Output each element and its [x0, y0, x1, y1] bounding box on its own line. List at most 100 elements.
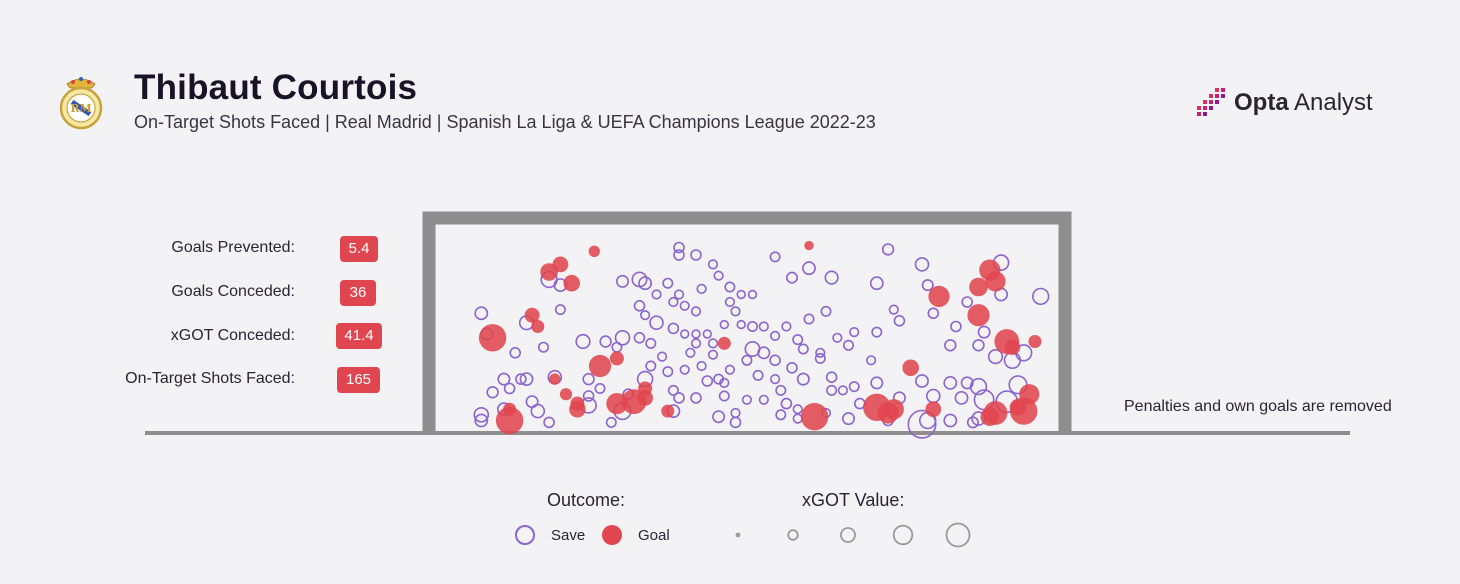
save-shot-marker-1: [881, 243, 895, 256]
goal-shot-marker-7: [967, 304, 990, 327]
save-shot-marker-4: [769, 251, 781, 263]
save-shot-marker-121: [712, 410, 726, 424]
goal-shot-marker-24: [549, 373, 561, 385]
save-shot-marker-29: [690, 306, 702, 317]
save-shot-marker-150: [842, 339, 854, 351]
save-shot-marker-78: [497, 372, 511, 386]
save-shot-marker-149: [814, 352, 826, 364]
save-shot-marker-140: [775, 384, 787, 396]
save-shot-marker-86: [769, 374, 781, 385]
save-shot-marker-103: [673, 392, 685, 404]
save-shot-marker-159: [639, 310, 651, 321]
save-shot-marker-88: [826, 384, 838, 396]
save-shot-marker-137: [582, 390, 595, 402]
save-shot-marker-55: [614, 329, 631, 346]
save-shot-marker-17: [869, 276, 884, 291]
save-shot-marker-57: [645, 337, 657, 349]
save-shot-marker-7: [802, 261, 816, 276]
save-shot-marker-43: [649, 315, 664, 331]
save-shot-marker-151: [871, 326, 883, 338]
save-shot-marker-64: [797, 343, 809, 355]
save-shot-marker-33: [927, 307, 940, 320]
save-shot-marker-113: [954, 390, 969, 405]
save-shot-marker-41: [758, 321, 769, 332]
stat-label-shots-faced: On-Target Shots Faced:: [125, 370, 295, 387]
save-shot-marker-34: [961, 296, 974, 308]
stat-label-goals-conceded: Goals Conceded:: [171, 283, 295, 300]
save-shot-marker-74: [696, 360, 707, 372]
save-shot-marker-28: [679, 300, 690, 311]
save-shot-marker-32: [893, 314, 906, 327]
stat-value-shots-faced: 165: [337, 367, 380, 393]
goal-shot-marker-31: [800, 403, 829, 431]
save-shot-marker-83: [701, 375, 714, 387]
brand-bold-text: Opta: [1234, 89, 1289, 116]
save-shot-marker-63: [769, 354, 781, 367]
goal-shot-marker-3: [563, 274, 580, 292]
save-shot-marker-125: [841, 412, 855, 426]
save-shot-marker-94: [960, 376, 974, 390]
save-shot-marker-92: [915, 374, 929, 388]
goal-shot-marker-23: [503, 402, 517, 416]
save-shot-marker-56: [633, 331, 646, 344]
save-shot-marker-14: [662, 277, 674, 289]
goal-shot-marker-22: [495, 406, 524, 435]
save-shot-marker-30: [820, 305, 832, 317]
save-shot-marker-42: [781, 321, 792, 332]
save-shot-marker-16: [824, 270, 839, 285]
save-shot-marker-49: [792, 334, 804, 346]
save-shot-marker-0: [673, 241, 685, 254]
save-shot-marker-51: [849, 327, 860, 338]
save-shot-marker-20: [638, 276, 652, 291]
opta-logo-icon: [1197, 88, 1225, 116]
save-shot-marker-147: [537, 341, 549, 353]
save-shot-marker-146: [509, 346, 522, 359]
save-shot-marker-112: [925, 388, 941, 404]
goal-shot-marker-9: [969, 277, 988, 297]
save-shot-marker-130: [474, 413, 489, 428]
goal-shot-marker-17: [717, 336, 731, 350]
legend-xgot-size-markers: [735, 522, 971, 548]
xgot-size-marker-0: [735, 532, 741, 538]
save-shot-marker-65: [815, 347, 826, 358]
svg-text:RM: RM: [70, 102, 91, 115]
save-shot-marker-38: [719, 319, 729, 330]
legend-xgot-title: xGOT Value:: [802, 490, 905, 510]
goal-shot-marker-29: [637, 390, 653, 406]
save-shot-marker-54: [599, 335, 612, 348]
save-shot-marker-132: [605, 416, 617, 428]
save-shot-marker-6: [707, 259, 719, 270]
save-shot-marker-108: [780, 397, 793, 410]
save-shot-marker-128: [943, 413, 958, 428]
legend-outcome-title: Outcome:: [547, 490, 626, 510]
save-shot-marker-66: [944, 339, 957, 352]
save-shot-marker-135: [907, 409, 937, 439]
goal-shot-marker-30: [661, 404, 675, 418]
footnote: Penalties and own goals are removed: [1124, 398, 1392, 415]
save-shot-marker-3: [690, 249, 702, 261]
save-shot-marker-87: [796, 372, 810, 386]
goal-shot-marker-6: [928, 285, 950, 307]
save-shot-marker-9: [713, 270, 724, 281]
goal-shot-marker-16: [1004, 339, 1021, 356]
save-shot-marker-76: [786, 361, 798, 374]
save-shot-marker-72: [662, 366, 674, 378]
save-shot-marker-2: [673, 249, 685, 261]
legend-goal-label: Goal: [638, 527, 670, 544]
save-shot-marker-95: [969, 377, 988, 396]
save-shot-marker-79: [519, 372, 534, 386]
stat-value-goals-prevented: 5.4: [340, 236, 378, 262]
save-shot-marker-156: [696, 283, 707, 295]
save-shot-marker-44: [667, 322, 680, 335]
goal-shot-marker-27: [606, 393, 628, 415]
goal-shot-marker-1: [588, 245, 600, 257]
save-shot-marker-46: [691, 329, 701, 339]
save-shot-marker-19: [724, 281, 736, 293]
save-shot-marker-27: [633, 299, 646, 312]
save-shot-marker-73: [679, 364, 690, 375]
xgot-size-marker-1: [787, 529, 799, 541]
save-shot-marker-91: [870, 376, 884, 390]
save-shot-marker-155: [865, 355, 877, 366]
save-shot-marker-99: [515, 373, 527, 385]
save-shot-marker-106: [741, 394, 753, 405]
